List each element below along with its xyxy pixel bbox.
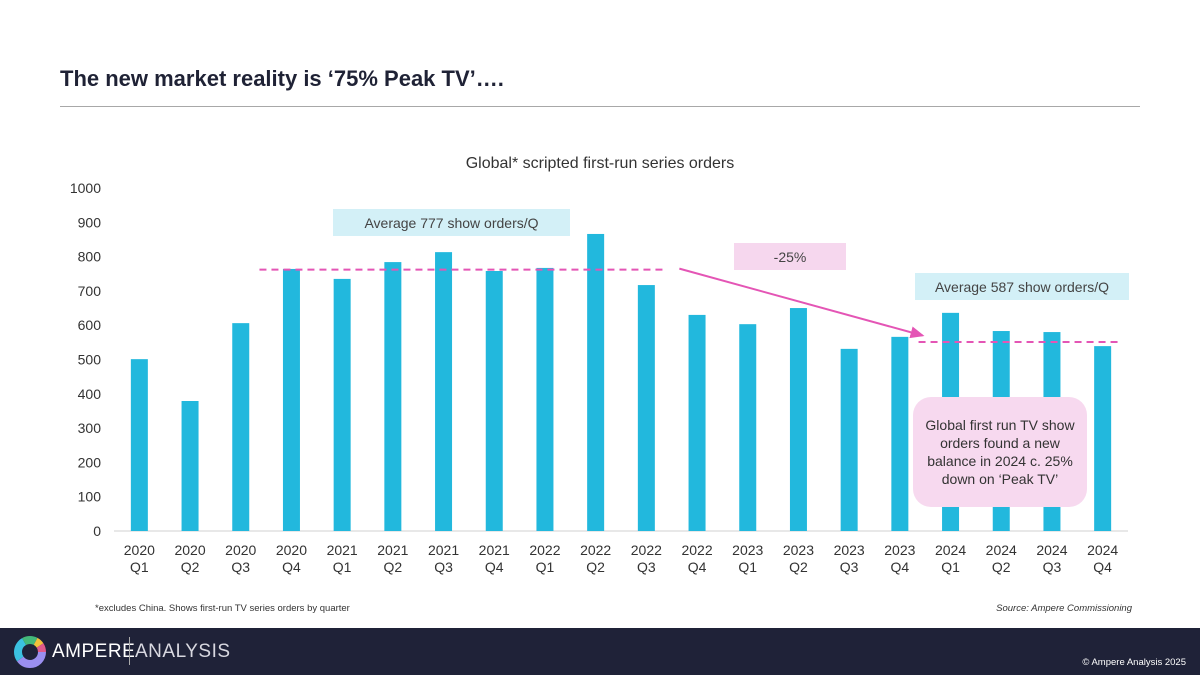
x-tick-year: 2024 xyxy=(1036,542,1067,558)
x-tick-quarter: Q1 xyxy=(941,559,960,575)
y-tick-label: 1000 xyxy=(70,180,101,196)
x-tick-quarter: Q1 xyxy=(536,559,555,575)
decline-arrow xyxy=(679,267,925,339)
y-tick-label: 500 xyxy=(78,352,102,368)
x-tick-quarter: Q2 xyxy=(789,559,808,575)
source-note: Source: Ampere Commissioning xyxy=(996,603,1132,614)
x-tick-quarter: Q3 xyxy=(637,559,656,575)
callout-box: Global first run TV show orders found a … xyxy=(913,397,1087,507)
x-tick-quarter: Q1 xyxy=(130,559,149,575)
y-tick-label: 100 xyxy=(78,489,102,505)
x-tick-year: 2021 xyxy=(428,542,459,558)
x-tick-quarter: Q4 xyxy=(891,559,910,575)
bar xyxy=(181,401,199,531)
x-tick-year: 2020 xyxy=(225,542,256,558)
bar xyxy=(232,323,250,531)
x-tick-year: 2023 xyxy=(884,542,915,558)
bar xyxy=(739,324,757,531)
x-tick-quarter: Q2 xyxy=(181,559,200,575)
x-tick-year: 2022 xyxy=(681,542,712,558)
x-tick-year: 2020 xyxy=(124,542,155,558)
bar xyxy=(688,314,706,531)
x-tick-quarter: Q3 xyxy=(434,559,453,575)
y-tick-label: 600 xyxy=(78,317,102,333)
bar xyxy=(536,267,554,531)
y-tick-label: 0 xyxy=(93,523,101,539)
bar xyxy=(130,359,148,531)
x-tick-year: 2022 xyxy=(580,542,611,558)
x-tick-quarter: Q2 xyxy=(992,559,1011,575)
brand-separator xyxy=(129,637,130,665)
divider xyxy=(60,106,1140,107)
x-tick-quarter: Q3 xyxy=(840,559,859,575)
x-tick-year: 2024 xyxy=(1087,542,1118,558)
y-tick-label: 300 xyxy=(78,420,102,436)
copyright: © Ampere Analysis 2025 xyxy=(1082,657,1186,668)
avg1-label: Average 777 show orders/Q xyxy=(333,209,570,236)
x-tick-year: 2022 xyxy=(529,542,560,558)
bar xyxy=(333,278,351,531)
x-tick-quarter: Q2 xyxy=(586,559,605,575)
page-title: The new market reality is ‘75% Peak TV’…… xyxy=(60,66,504,91)
x-tick-year: 2024 xyxy=(986,542,1017,558)
bar xyxy=(485,271,503,531)
x-tick-year: 2023 xyxy=(834,542,865,558)
brand-sub: ANALYSIS xyxy=(135,641,231,662)
bar xyxy=(587,233,605,531)
x-tick-year: 2020 xyxy=(174,542,205,558)
x-tick-year: 2024 xyxy=(935,542,966,558)
x-tick-quarter: Q4 xyxy=(688,559,707,575)
x-tick-year: 2020 xyxy=(276,542,307,558)
footnote: *excludes China. Shows first-run TV seri… xyxy=(95,603,350,614)
bar xyxy=(840,348,858,531)
x-tick-year: 2023 xyxy=(732,542,763,558)
change-label: -25% xyxy=(734,243,846,270)
bar xyxy=(282,268,300,531)
y-tick-label: 800 xyxy=(78,249,102,265)
brand-name: AMPERE xyxy=(52,641,136,662)
x-tick-quarter: Q4 xyxy=(282,559,301,575)
y-tick-label: 900 xyxy=(78,214,102,230)
bar xyxy=(891,336,909,531)
x-tick-quarter: Q3 xyxy=(231,559,250,575)
x-tick-quarter: Q1 xyxy=(738,559,757,575)
x-tick-year: 2023 xyxy=(783,542,814,558)
avg2-label: Average 587 show orders/Q xyxy=(915,273,1129,300)
x-tick-quarter: Q4 xyxy=(485,559,504,575)
y-tick-label: 200 xyxy=(78,454,102,470)
x-tick-year: 2022 xyxy=(631,542,662,558)
bar xyxy=(435,252,453,532)
bar xyxy=(1094,346,1112,531)
x-tick-quarter: Q4 xyxy=(1093,559,1112,575)
x-tick-year: 2021 xyxy=(377,542,408,558)
bar xyxy=(384,262,402,531)
x-tick-quarter: Q1 xyxy=(333,559,352,575)
y-tick-label: 700 xyxy=(78,283,102,299)
x-tick-quarter: Q2 xyxy=(384,559,403,575)
x-tick-year: 2021 xyxy=(479,542,510,558)
y-tick-label: 400 xyxy=(78,386,102,402)
footer-bar: AMPERE ANALYSIS © Ampere Analysis 2025 xyxy=(0,628,1200,675)
x-tick-year: 2021 xyxy=(327,542,358,558)
chart-title: Global* scripted first-run series orders xyxy=(466,155,735,172)
bar xyxy=(637,285,655,531)
bar xyxy=(789,308,807,531)
x-tick-quarter: Q3 xyxy=(1043,559,1062,575)
ampere-logo-icon xyxy=(14,636,46,668)
